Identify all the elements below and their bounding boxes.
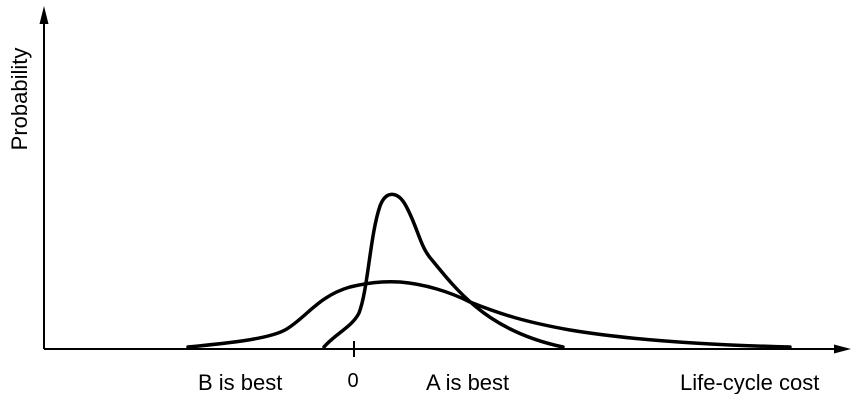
x-axis-label: Life-cycle cost <box>680 370 819 394</box>
y-axis-arrowhead <box>39 6 49 24</box>
broad-distribution-curve <box>186 279 792 349</box>
right-region-label: A is best <box>426 370 509 394</box>
x-axis-arrowhead <box>834 344 851 354</box>
left-region-label: B is best <box>198 370 282 394</box>
zero-label: 0 <box>347 370 358 392</box>
peaked-distribution-curve <box>322 192 565 349</box>
y-axis-label: Probability <box>7 48 32 151</box>
